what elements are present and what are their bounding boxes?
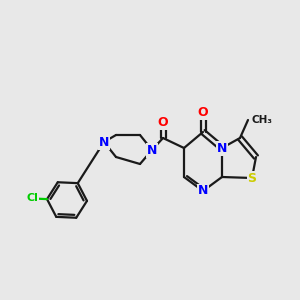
- Text: S: S: [248, 172, 256, 184]
- Text: N: N: [217, 142, 227, 154]
- Text: O: O: [198, 106, 208, 118]
- Text: Cl: Cl: [26, 194, 38, 203]
- Text: N: N: [147, 143, 157, 157]
- Text: CH₃: CH₃: [252, 115, 273, 125]
- Text: N: N: [99, 136, 109, 148]
- Text: O: O: [158, 116, 168, 128]
- Text: N: N: [198, 184, 208, 197]
